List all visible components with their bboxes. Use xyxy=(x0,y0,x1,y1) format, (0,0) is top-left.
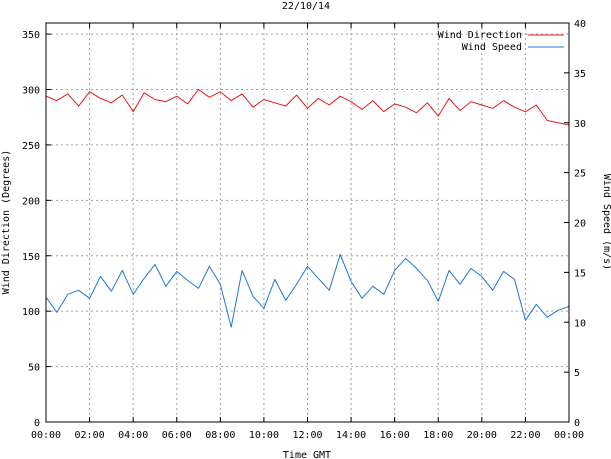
x-tick-label: 14:00 xyxy=(336,430,366,441)
y-right-tick-label: 10 xyxy=(574,318,586,329)
series-line-wind-speed xyxy=(45,253,570,328)
x-tick-label: 06:00 xyxy=(162,430,192,441)
plot-frame xyxy=(45,22,570,423)
x-tick-label: 02:00 xyxy=(75,430,105,441)
x-tick-label: 04:00 xyxy=(118,430,148,441)
x-tick-label: 16:00 xyxy=(380,430,410,441)
x-tick-label: 12:00 xyxy=(292,430,322,441)
legend-label-wind-direction: Wind Direction xyxy=(438,30,522,41)
x-tick-label: 20:00 xyxy=(467,430,497,441)
x-tick-label: 22:00 xyxy=(510,430,540,441)
legend-label-wind-speed: Wind Speed xyxy=(462,42,522,53)
y-right-tick-label: 25 xyxy=(574,169,586,180)
y-axis-label-left: Wind Direction (Degrees) xyxy=(1,150,12,295)
series-line-wind-direction xyxy=(45,89,570,126)
x-axis-label: Time GMT xyxy=(283,450,331,459)
x-tick-label: 10:00 xyxy=(249,430,279,441)
y-left-tick-label: 300 xyxy=(22,86,40,97)
y-left-tick-label: 50 xyxy=(28,363,40,374)
grid xyxy=(46,23,569,422)
x-tick-label: 08:00 xyxy=(205,430,235,441)
chart-title: 22/10/14 xyxy=(282,1,330,12)
y-right-tick-label: 20 xyxy=(574,219,586,230)
legend: Wind Direction Wind Speed xyxy=(438,30,564,53)
y-left-tick-label: 100 xyxy=(22,307,40,318)
y-right-tick-label: 35 xyxy=(574,69,586,80)
y-left-tick-label: 350 xyxy=(22,30,40,41)
x-tick-label: 18:00 xyxy=(423,430,453,441)
y-right-tick-label: 0 xyxy=(574,418,580,429)
y-left-tick-label: 250 xyxy=(22,141,40,152)
y-right-tick-label: 15 xyxy=(574,268,586,279)
y-left-tick-label: 200 xyxy=(22,196,40,207)
axis-ticks: 00:00 02:00 04:00 06:00 08:00 10:00 12:00 14:00… xyxy=(22,19,586,441)
y-right-tick-label: 30 xyxy=(574,119,586,130)
y-left-tick-label: 150 xyxy=(22,252,40,263)
y-right-tick-label: 40 xyxy=(574,19,586,30)
series-lines xyxy=(45,89,570,328)
y-right-tick-label: 5 xyxy=(574,368,580,379)
y-left-tick-label: 0 xyxy=(34,418,40,429)
y-axis-label-right: Wind Speed (m/s) xyxy=(601,174,611,270)
x-tick-label: 00:00 xyxy=(31,430,61,441)
x-tick-label: 00:00 xyxy=(554,430,584,441)
